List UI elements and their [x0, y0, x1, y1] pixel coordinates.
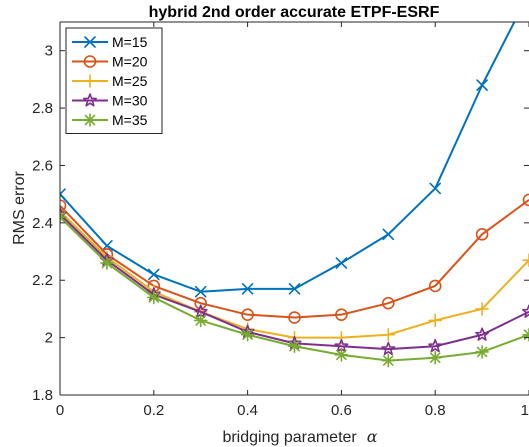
data-point — [381, 353, 396, 368]
data-point — [522, 253, 529, 267]
data-point — [334, 348, 349, 362]
legend-marker — [83, 93, 97, 107]
data-point — [147, 290, 161, 305]
legend-item: M=25 — [72, 73, 148, 89]
legend-marker — [84, 36, 96, 48]
data-point — [429, 182, 441, 195]
legend-label: M=25 — [112, 73, 148, 89]
data-point — [335, 308, 348, 321]
y-tick-label: 2.8 — [32, 100, 53, 117]
data-point — [475, 302, 489, 316]
data-point — [476, 79, 488, 91]
data-point — [241, 283, 254, 295]
series-m-20 — [60, 193, 529, 324]
data-point — [428, 338, 443, 353]
data-point — [381, 327, 396, 342]
y-tick-label: 3 — [45, 43, 53, 60]
y-axis-label: RMS error — [11, 170, 28, 244]
x-tick-label: 0.2 — [143, 402, 164, 419]
data-point — [100, 256, 114, 270]
legend-label: M=30 — [112, 93, 148, 109]
y-tick-label: 2.2 — [32, 272, 53, 289]
legend-label: M=15 — [112, 34, 148, 50]
x-tick-label: 0.8 — [425, 402, 446, 419]
data-point — [475, 327, 490, 341]
legend-item: M=15 — [72, 34, 148, 50]
x-axis-label-symbol: α — [367, 427, 378, 446]
legend: M=15 M=20 M=25 M=30 M=35 — [65, 27, 163, 134]
chart-title: hybrid 2nd order accurate ETPF-ESRF — [149, 4, 440, 21]
x-axis-label-text: bridging parameter — [222, 429, 357, 446]
data-point — [193, 313, 208, 328]
data-point — [60, 199, 67, 212]
legend-marker — [83, 55, 97, 68]
x-tick-label: 0 — [56, 402, 64, 419]
data-point — [288, 311, 301, 324]
data-point — [475, 228, 489, 241]
x-tick-label: 1 — [521, 402, 529, 419]
data-point — [335, 257, 348, 269]
legend-item: M=35 — [72, 112, 148, 128]
data-point — [194, 285, 207, 298]
legend-marker — [83, 113, 97, 127]
data-point — [288, 283, 301, 295]
data-point — [287, 339, 302, 354]
data-point — [475, 345, 489, 359]
y-tick-label: 2.6 — [32, 157, 53, 174]
data-point — [240, 327, 255, 342]
legend-label: M=20 — [112, 54, 148, 70]
data-point — [241, 308, 254, 321]
data-point — [428, 350, 442, 365]
data-point — [382, 228, 395, 241]
legend-marker — [83, 74, 97, 88]
legend-item: M=30 — [72, 93, 148, 109]
x-axis-label: bridging parameter α — [222, 427, 377, 446]
data-point — [522, 193, 529, 207]
series-m-15 — [60, 22, 516, 298]
data-point — [148, 268, 160, 281]
x-tick-label: 0.6 — [331, 402, 352, 419]
x-tick-label: 0.4 — [237, 402, 258, 419]
data-point — [381, 296, 395, 310]
y-tick-label: 2.4 — [32, 215, 53, 232]
data-point — [60, 188, 66, 200]
y-tick-label: 1.8 — [32, 387, 53, 404]
series-line — [60, 199, 529, 319]
data-point — [381, 341, 396, 356]
data-point — [522, 304, 529, 318]
series-m-35 — [60, 210, 529, 368]
legend-item: M=20 — [72, 54, 148, 70]
legend-label: M=35 — [112, 112, 148, 128]
data-point — [428, 313, 442, 328]
y-tick-label: 2 — [45, 330, 53, 347]
data-point — [428, 279, 442, 293]
